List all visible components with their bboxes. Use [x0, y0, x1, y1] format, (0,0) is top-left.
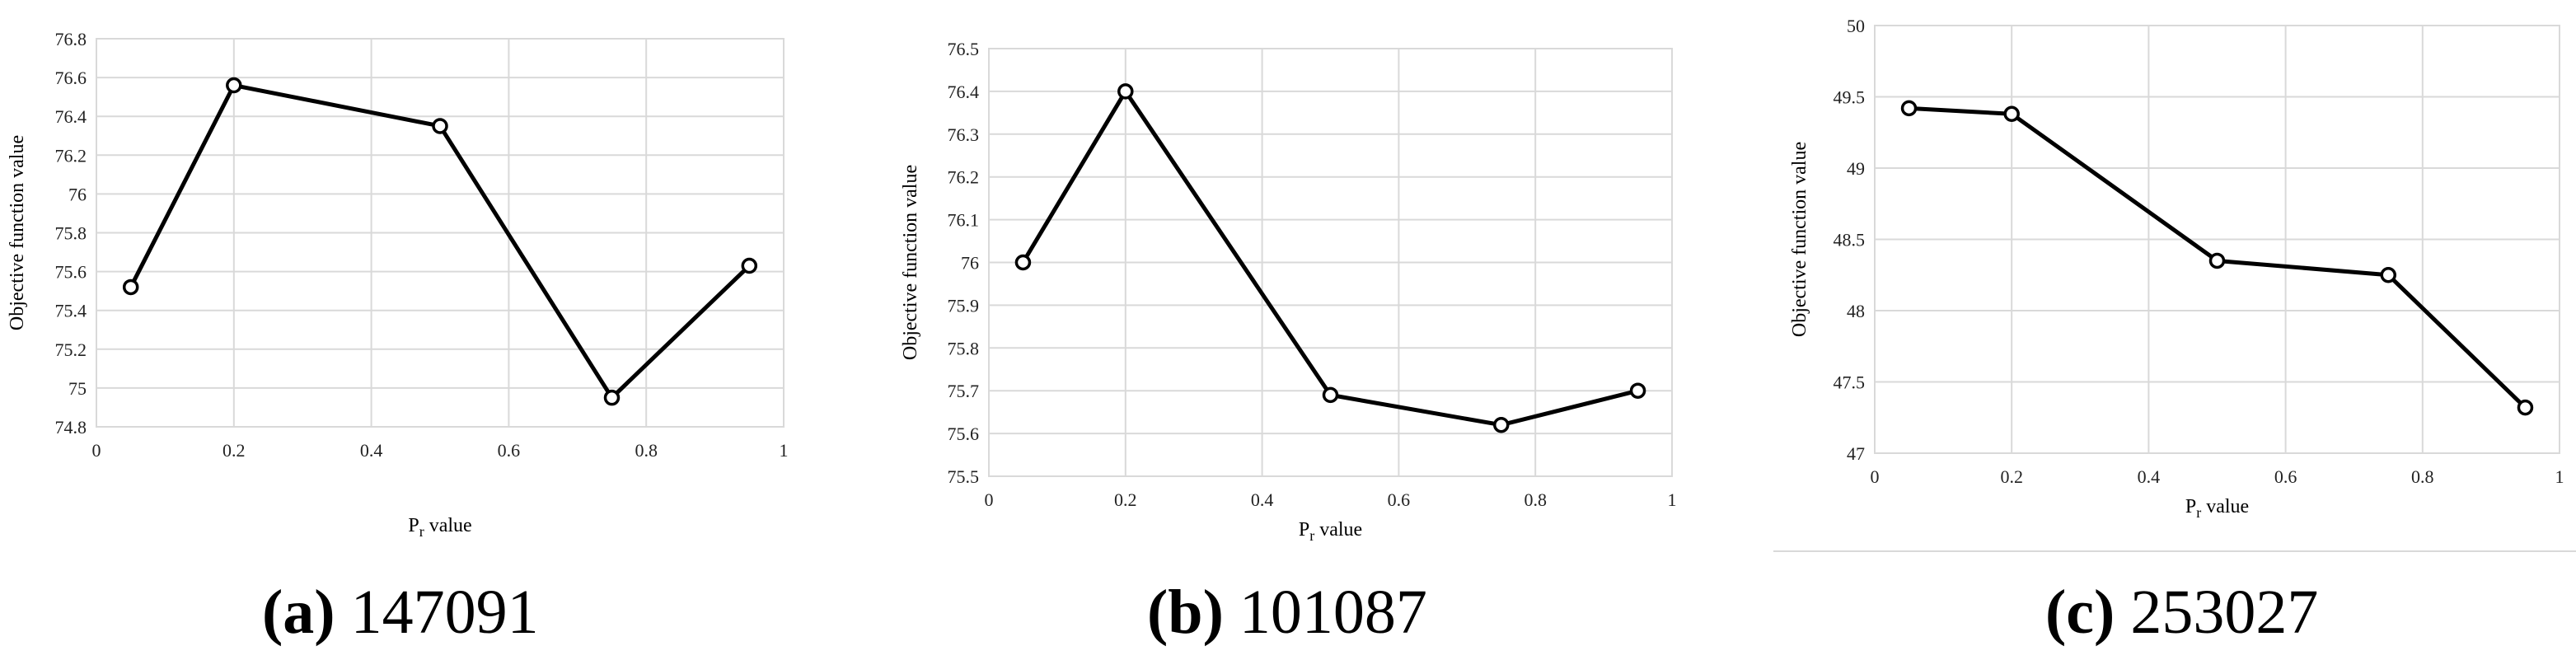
chart-a-ytick-label: 75: [68, 378, 87, 399]
chart-c-ytick-label: 49.5: [1834, 87, 1866, 108]
chart-c-xtick-label: 1: [2555, 466, 2564, 487]
chart-c-xtick-label: 0.2: [2000, 466, 2023, 487]
chart-a-data-point: [741, 257, 758, 274]
chart-b-caption-letter: (b): [1147, 578, 1224, 647]
chart-b-xtick-label: 0: [985, 489, 994, 510]
chart-c-data-point: [2003, 105, 2020, 123]
chart-a-data-point: [226, 77, 242, 94]
chart-a-x-axis-label-rest: value: [424, 515, 472, 536]
chart-b-caption-text: 101087: [1223, 578, 1427, 647]
chart-c-x-axis-label: Pr value: [2185, 496, 2249, 521]
chart-a-caption-letter: (a): [262, 578, 335, 647]
chart-c-ytick-label: 47: [1847, 443, 1865, 464]
chart-a-ytick-label: 75.8: [55, 223, 87, 244]
chart-c-svg: 47 47.5 48 48.5 49 49.5 50 0 0.2 0.4 0.6 0.8 1 Pr val…: [1789, 16, 2564, 521]
chart-c-xtick-label: 0.4: [2138, 466, 2161, 487]
chart-a-ytick-label: 75.2: [55, 339, 87, 360]
chart-a-xtick-label: 1: [780, 440, 789, 461]
chart-b-xtick-label: 0.8: [1524, 489, 1547, 510]
chart-a-ytick-label: 76.8: [55, 29, 87, 49]
chart-c-data-point: [2380, 267, 2396, 283]
chart-b-ytick-label: 75.7: [948, 381, 980, 401]
chart-a-xtick-label: 0.4: [360, 440, 383, 461]
chart-panel-c: 47 47.5 48 48.5 49 49.5 50 0 0.2 0.4 0.6 0.8 1 Pr val…: [1755, 0, 2576, 660]
chart-b-ytick-label: 75.6: [948, 424, 980, 444]
chart-a-ytick-label: 76.4: [55, 106, 87, 127]
chart-c-data-point: [2208, 252, 2226, 269]
chart-b-caption: (b) 101087: [1147, 577, 1427, 648]
chart-c-plot-frame: [1874, 25, 2560, 454]
chart-a-x-axis-label-sub: r: [419, 523, 424, 540]
chart-a-xtick-label: 0.8: [635, 440, 658, 461]
chart-b-x-axis-label-main: P: [1299, 519, 1309, 541]
chart-b-data-point: [1629, 382, 1646, 399]
chart-c-caption-text: 253027: [2115, 578, 2319, 647]
chart-c-ytick-label: 49: [1847, 158, 1865, 179]
chart-a-xtick-label: 0.2: [222, 440, 246, 461]
chart-b-ytick-label: 76.1: [948, 210, 980, 231]
chart-a-xtick-label: 0: [92, 440, 101, 461]
chart-c-caption-letter: (c): [2045, 578, 2115, 647]
chart-c-ytick-label: 48: [1847, 301, 1865, 321]
bottom-separator-line: [1773, 550, 2576, 552]
chart-b-xtick-label: 0.6: [1388, 489, 1411, 510]
chart-a-ytick-label: 75.4: [55, 301, 87, 321]
chart-c-ytick-label: 48.5: [1834, 230, 1866, 250]
chart-c-xtick-label: 0.6: [2274, 466, 2297, 487]
chart-b-data-point: [1322, 386, 1339, 404]
chart-b-series-line: [1021, 89, 1639, 428]
chart-c-xtick-label: 0: [1871, 466, 1880, 487]
chart-b-ytick-label: 76.3: [948, 124, 980, 145]
chart-a-ytick-label: 76: [68, 184, 87, 204]
chart-a-caption: (a) 147091: [262, 577, 539, 648]
chart-panel-a: 74.8 75 75.2 75.4 75.6 75.8 76 76.2 76.4 76.6 76.8…: [0, 0, 824, 660]
chart-c-y-axis-label: Objective function value: [1789, 142, 1810, 337]
chart-b-xtick-label: 0.4: [1251, 489, 1274, 510]
chart-b-ytick-label: 76: [961, 253, 979, 274]
chart-a-ytick-label: 74.8: [55, 417, 87, 438]
chart-a-caption-text: 147091: [335, 578, 539, 647]
chart-b-ytick-label: 76.2: [948, 167, 980, 188]
chart-b-svg: 75.5 75.6 75.7 75.8 75.9 76 76.1 76.2 76.3 76.4 76…: [900, 39, 1677, 544]
chart-b-x-axis-label: Pr value: [1299, 519, 1362, 544]
chart-c-x-axis-label-sub: r: [2196, 504, 2201, 521]
chart-b-data-point: [1493, 416, 1510, 433]
chart-a-ytick-label: 75.6: [55, 262, 87, 283]
chart-a-y-axis-label: Objective function value: [7, 135, 28, 330]
chart-b-xtick-label: 0.2: [1114, 489, 1137, 510]
chart-a-data-point: [122, 279, 139, 296]
chart-c-data-point: [1900, 100, 1918, 117]
chart-c-caption: (c) 253027: [2045, 577, 2318, 648]
chart-b-x-axis-label-sub: r: [1309, 527, 1314, 544]
chart-b-ytick-label: 75.9: [948, 295, 980, 316]
chart-c-ytick-label: 50: [1847, 16, 1865, 36]
chart-a-ytick-label: 76.6: [55, 68, 87, 88]
chart-c-x-axis-label-main: P: [2185, 496, 2196, 517]
chart-b-ytick-label: 76.4: [948, 82, 980, 102]
chart-b-data-point: [1117, 83, 1134, 100]
chart-c-xtick-label: 0.8: [2411, 466, 2434, 487]
chart-c-data-point: [2517, 399, 2534, 416]
chart-c-x-axis-label-rest: value: [2201, 496, 2249, 517]
chart-b-x-axis-label-rest: value: [1314, 519, 1362, 541]
chart-c-ytick-label: 47.5: [1834, 372, 1866, 393]
chart-a-ytick-label: 76.2: [55, 145, 87, 166]
chart-a-xtick-label: 0.6: [498, 440, 521, 461]
chart-b-ytick-label: 75.5: [948, 466, 980, 487]
chart-b-xtick-label: 1: [1668, 489, 1677, 510]
chart-a-plot-frame: [96, 38, 785, 428]
chart-b-ytick-label: 76.5: [948, 39, 980, 59]
chart-a-data-point: [603, 389, 621, 406]
chart-b-ytick-label: 75.8: [948, 338, 980, 358]
chart-a-svg: 74.8 75 75.2 75.4 75.6 75.8 76 76.2 76.4 76.6 76.8…: [7, 29, 789, 540]
chart-a-x-axis-label-main: P: [408, 515, 419, 536]
chart-b-data-point: [1014, 254, 1032, 271]
chart-panel-b: 75.5 75.6 75.7 75.8 75.9 76 76.1 76.2 76.3 76.4 76…: [865, 0, 1731, 660]
chart-a-x-axis-label: Pr value: [408, 515, 471, 540]
chart-b-plot-frame: [988, 48, 1673, 477]
chart-a-data-point: [432, 118, 448, 134]
chart-b-y-axis-label: Objective function value: [900, 165, 921, 360]
